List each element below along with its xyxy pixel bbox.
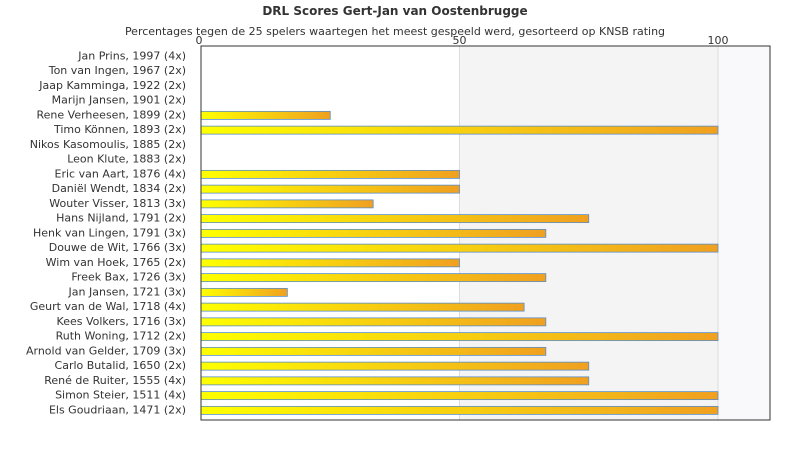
x-tick-label: 0 (196, 34, 203, 47)
category-label: Daniël Wendt, 1834 (2x) (52, 182, 186, 195)
bar (200, 317, 547, 327)
category-label: Arnold van Gelder, 1709 (3x) (26, 344, 186, 357)
bar (200, 346, 547, 356)
category-label: Wim van Hoek, 1765 (2x) (46, 256, 186, 269)
bar (200, 214, 590, 224)
bar (200, 273, 547, 283)
chart-title: DRL Scores Gert-Jan van Oostenbrugge (262, 4, 528, 18)
category-label: Wouter Visser, 1813 (3x) (49, 197, 186, 210)
bar (200, 361, 590, 371)
category-label: Henk van Lingen, 1791 (3x) (33, 226, 186, 239)
category-label: Jan Prins, 1997 (4x) (77, 49, 186, 62)
category-label: Rene Verheesen, 1899 (2x) (37, 108, 186, 121)
category-label: Simon Steier, 1511 (4x) (55, 389, 186, 402)
bar (200, 228, 547, 238)
bar (200, 405, 719, 415)
bar (200, 169, 460, 179)
category-label: René de Ruiter, 1555 (4x) (44, 374, 186, 387)
bar (200, 125, 719, 135)
plot-area-border (200, 45, 771, 421)
bar (200, 332, 719, 342)
bar (200, 287, 288, 297)
category-label: Kees Volkers, 1716 (3x) (57, 315, 186, 328)
category-label: Douwe de Wit, 1766 (3x) (49, 241, 186, 254)
category-label: Ruth Woning, 1712 (2x) (56, 330, 186, 343)
x-tick-label: 100 (708, 34, 729, 47)
x-tick-label: 50 (453, 34, 467, 47)
bar (200, 302, 525, 312)
bar (200, 391, 719, 401)
category-label: Els Goudriaan, 1471 (2x) (49, 403, 186, 416)
bar (200, 243, 719, 253)
category-label: Timo Können, 1893 (2x) (53, 123, 186, 136)
category-label: Jaap Kamminga, 1922 (2x) (38, 79, 186, 92)
category-label: Geurt van de Wal, 1718 (4x) (30, 300, 186, 313)
bar (200, 376, 590, 386)
category-label: Jan Jansen, 1721 (3x) (68, 285, 186, 298)
grid-band-100-plus (718, 46, 770, 420)
bar (200, 184, 460, 194)
category-label: Marijn Jansen, 1901 (2x) (52, 94, 186, 107)
bar (200, 110, 331, 120)
bar (200, 199, 374, 209)
bar (200, 258, 460, 268)
category-label: Eric van Aart, 1876 (4x) (55, 167, 186, 180)
category-label: Freek Bax, 1726 (3x) (71, 271, 186, 284)
category-label: Leon Klute, 1883 (2x) (67, 153, 186, 166)
category-label: Nikos Kasomoulis, 1885 (2x) (30, 138, 186, 151)
category-label: Carlo Butalid, 1650 (2x) (55, 359, 186, 372)
chart-subtitle: Percentages tegen de 25 spelers waartege… (124, 25, 666, 38)
category-label: Hans Nijland, 1791 (2x) (56, 212, 186, 225)
category-label: Ton van Ingen, 1967 (2x) (48, 64, 186, 77)
